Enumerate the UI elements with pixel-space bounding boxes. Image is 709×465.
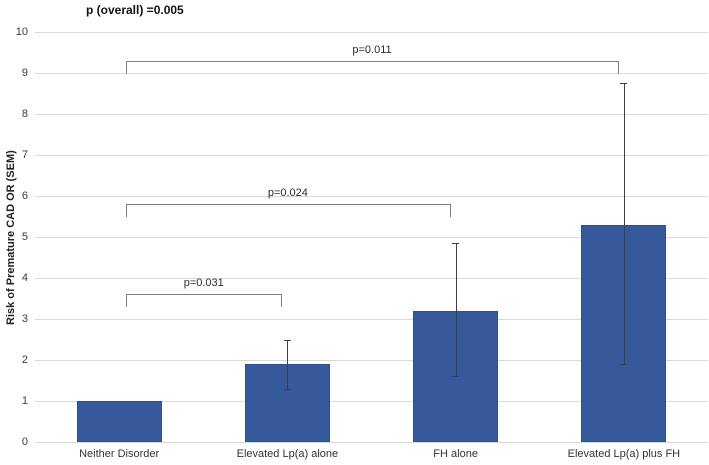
significance-bracket-end [449,204,451,218]
error-bar [455,243,457,377]
significance-bracket [126,294,282,296]
x-axis-category-label: Elevated Lp(a) alone [236,448,339,460]
gridline [35,401,708,402]
significance-bracket [126,204,450,206]
error-bar-cap-bottom [283,388,291,390]
x-axis-category-label: Neither Disorder [79,448,160,460]
error-bar-cap-top [452,243,460,245]
gridline [35,114,708,115]
gridline [35,278,708,279]
p-value-label: p=0.031 [183,277,224,290]
x-axis-category-label: FH alone [433,448,478,460]
y-axis-tick-label: 7 [21,149,28,161]
significance-bracket-end [617,60,619,74]
gridline [35,196,708,197]
significance-bracket-end [126,294,128,308]
gridline [35,73,708,74]
bar [76,401,162,442]
gridline [35,32,708,33]
y-axis-tick-label: 2 [21,354,28,366]
y-axis-tick-label: 4 [21,272,28,284]
gridline [35,237,708,238]
gridline [35,442,708,443]
overall-p-value-title: p (overall) =0.005 [86,3,184,17]
bar [244,364,330,442]
significance-bracket-end [281,294,283,308]
error-bar-cap-top [283,339,291,341]
gridline [35,319,708,320]
gridline [35,360,708,361]
y-axis-tick-label: 5 [21,231,28,243]
error-bar-cap-bottom [452,376,460,378]
x-axis-category-label: Elevated Lp(a) plus FH [567,448,681,460]
y-axis-tick-label: 10 [15,26,28,38]
error-bar-cap-bottom [620,364,628,366]
gridline [35,155,708,156]
error-bar [623,83,625,365]
y-axis-tick-label: 9 [21,67,28,79]
y-axis-tick-label: 8 [21,108,28,120]
y-axis-tick-label: 1 [21,395,28,407]
p-value-label: p=0.011 [352,43,392,56]
y-axis-tick-label: 6 [21,190,28,202]
significance-bracket-end [126,204,128,218]
p-value-label: p=0.024 [267,187,308,200]
significance-bracket-end [126,60,128,74]
y-axis-tick-label: 0 [21,436,28,448]
error-bar-cap-top [620,83,628,85]
y-axis-tick-label: 3 [21,313,28,325]
significance-bracket [126,60,618,62]
error-bar [287,339,289,389]
